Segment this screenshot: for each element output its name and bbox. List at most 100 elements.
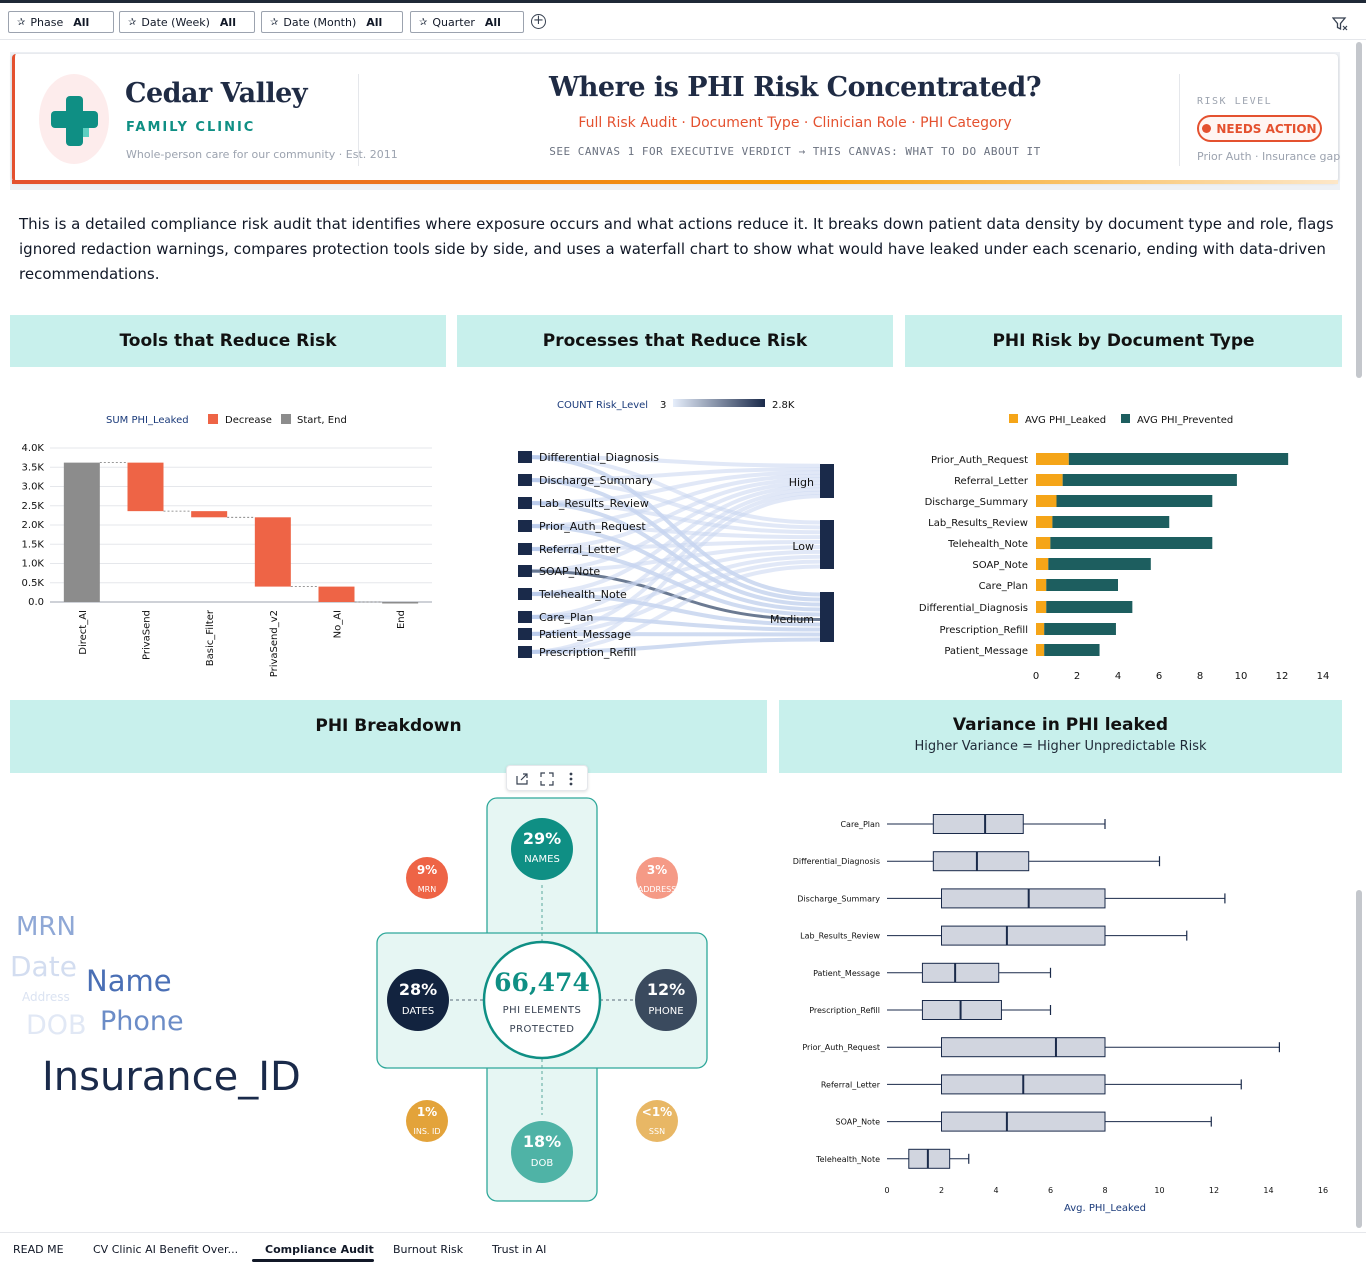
x-tick-label: 6 xyxy=(1156,671,1162,682)
waterfall-bar xyxy=(318,586,355,602)
bubble-phone xyxy=(635,969,697,1031)
sankey-link xyxy=(524,490,821,636)
sankey-scale-max: 2.8K xyxy=(772,400,795,411)
sankey-link xyxy=(524,455,821,468)
sankey-target-node xyxy=(820,592,834,642)
filter-funnel-icon[interactable] xyxy=(1332,17,1348,31)
waterfall-chart[interactable]: SUM PHI_Leaked Decrease Start, End 0.0 0.… xyxy=(10,395,446,690)
filter-date-week[interactable]: ✰ Date (Week) All xyxy=(119,11,255,33)
tab-burnout-risk[interactable]: Burnout Risk xyxy=(393,1243,464,1256)
x-tick-label: 2 xyxy=(1074,671,1080,682)
sankey-source-node xyxy=(518,588,532,600)
tab-benefit-overview[interactable]: CV Clinic AI Benefit Over... xyxy=(93,1243,239,1256)
sankey-link xyxy=(524,540,821,551)
bar-prevented xyxy=(1044,623,1116,635)
active-tab-indicator xyxy=(252,1259,374,1262)
word-mrn: MRN xyxy=(16,912,76,942)
sankey-chart[interactable]: COUNT Risk_Level 3 2.8K Differential_Dia… xyxy=(457,390,893,670)
page-note: SEE CANVAS 1 FOR EXECUTIVE VERDICT → THI… xyxy=(549,145,1041,158)
x-tick-label: 14 xyxy=(1263,1186,1273,1195)
box-category-label: Prior_Auth_Request xyxy=(802,1043,880,1052)
bar-category-label: Lab_Results_Review xyxy=(928,518,1028,529)
sankey-source-label: SOAP_Note xyxy=(539,565,600,578)
waterfall-bar xyxy=(382,602,419,604)
scrollbar-thumb-top[interactable] xyxy=(1356,42,1362,378)
sankey-link xyxy=(524,564,821,654)
pin-icon: ✰ xyxy=(270,16,279,28)
sankey-source-label: Care_Plan xyxy=(539,611,593,624)
sankey-color-scale xyxy=(673,399,765,407)
sankey-source-node xyxy=(518,497,532,509)
x-tick-label: PrivaSend_v2 xyxy=(269,610,280,677)
doctype-bar-chart[interactable]: AVG PHI_Leaked AVG PHI_Prevented Prior_A… xyxy=(905,405,1342,690)
variance-box-plot[interactable]: Care_Plan Differential_Diagnosis Discharge… xyxy=(779,800,1342,1220)
add-filter-button[interactable]: + xyxy=(531,14,546,29)
x-tick-label: 0 xyxy=(884,1186,889,1195)
export-icon[interactable] xyxy=(515,772,529,786)
bar-prevented xyxy=(1068,453,1289,465)
legend-swatch-leaked xyxy=(1009,414,1018,423)
sankey-link xyxy=(524,524,821,540)
legend-swatch-prevented xyxy=(1121,414,1130,423)
sankey-link xyxy=(524,477,821,551)
x-tick-label: 10 xyxy=(1235,671,1248,682)
sankey-link xyxy=(524,487,821,619)
y-tick-label: 4.0K xyxy=(22,443,45,454)
bar-category-label: Referral_Letter xyxy=(954,476,1029,487)
y-tick-label: 1.5K xyxy=(22,539,45,550)
bubble-dates-pct: 28% xyxy=(399,980,437,999)
legend-label-prevented: AVG PHI_Prevented xyxy=(1137,415,1233,426)
bubble-ssn-pct: <1% xyxy=(642,1105,672,1119)
sankey-link xyxy=(524,467,821,482)
sankey-link xyxy=(524,637,821,654)
sankey-link xyxy=(524,494,821,654)
sankey-scale-min: 3 xyxy=(660,400,666,411)
sankey-source-label: Prior_Auth_Request xyxy=(539,520,646,533)
bubble-address xyxy=(636,857,678,899)
x-tick-label: 16 xyxy=(1318,1186,1328,1195)
box-iqr xyxy=(941,925,1106,946)
word-phone: Phone xyxy=(100,1006,184,1037)
box-iqr xyxy=(921,962,1000,983)
sankey-target-label: Medium xyxy=(770,613,814,626)
window-top-border xyxy=(0,0,1366,3)
bubble-dob-pct: 18% xyxy=(523,1132,561,1151)
box-iqr xyxy=(941,1037,1106,1058)
total-label-1: PHI ELEMENTS xyxy=(503,1005,582,1016)
box-category-label: Prescription_Refill xyxy=(809,1006,880,1015)
x-tick-label: Basic_Filter xyxy=(205,609,216,666)
bubble-address-pct: 3% xyxy=(647,863,667,877)
bar-category-label: Prior_Auth_Request xyxy=(931,455,1028,466)
bar-leaked xyxy=(1036,623,1045,635)
sankey-source-node xyxy=(518,611,532,623)
bar-category-label: SOAP_Note xyxy=(972,560,1028,571)
sankey-link xyxy=(524,501,821,535)
box-iqr xyxy=(921,1000,1002,1020)
filter-quarter[interactable]: ✰ Quarter All xyxy=(410,11,524,33)
pin-icon: ✰ xyxy=(17,16,26,28)
bar-leaked xyxy=(1036,516,1053,528)
page-tabs: READ ME CV Clinic AI Benefit Over... Com… xyxy=(0,1232,1366,1269)
tab-compliance-audit[interactable]: Compliance Audit xyxy=(265,1243,374,1256)
box-category-label: Discharge_Summary xyxy=(797,894,880,903)
x-tick-label: 8 xyxy=(1197,671,1203,682)
bubble-dob-label: DOB xyxy=(531,1158,554,1169)
sankey-link xyxy=(524,569,821,621)
tab-trust-in-ai[interactable]: Trust in AI xyxy=(492,1243,547,1256)
tab-read-me[interactable]: READ ME xyxy=(13,1243,64,1256)
sankey-source-node xyxy=(518,474,532,486)
section-processes-header: Processes that Reduce Risk xyxy=(457,315,893,367)
scrollbar-thumb-bottom[interactable] xyxy=(1356,890,1362,1228)
filter-date-month[interactable]: ✰ Date (Month) All xyxy=(261,11,403,33)
sankey-source-node xyxy=(518,565,532,577)
waterfall-bar xyxy=(127,462,164,512)
total-value: 66,474 xyxy=(494,968,590,997)
bar-prevented xyxy=(1050,537,1213,549)
filter-phase[interactable]: ✰ Phase All xyxy=(8,11,114,33)
x-tick-label: 2 xyxy=(939,1186,944,1195)
more-options-icon[interactable] xyxy=(567,771,575,787)
sankey-target-label: Low xyxy=(792,540,814,553)
box-iqr xyxy=(908,1148,951,1169)
fullscreen-icon[interactable] xyxy=(540,772,554,786)
sankey-source-label: Discharge_Summary xyxy=(539,474,653,487)
